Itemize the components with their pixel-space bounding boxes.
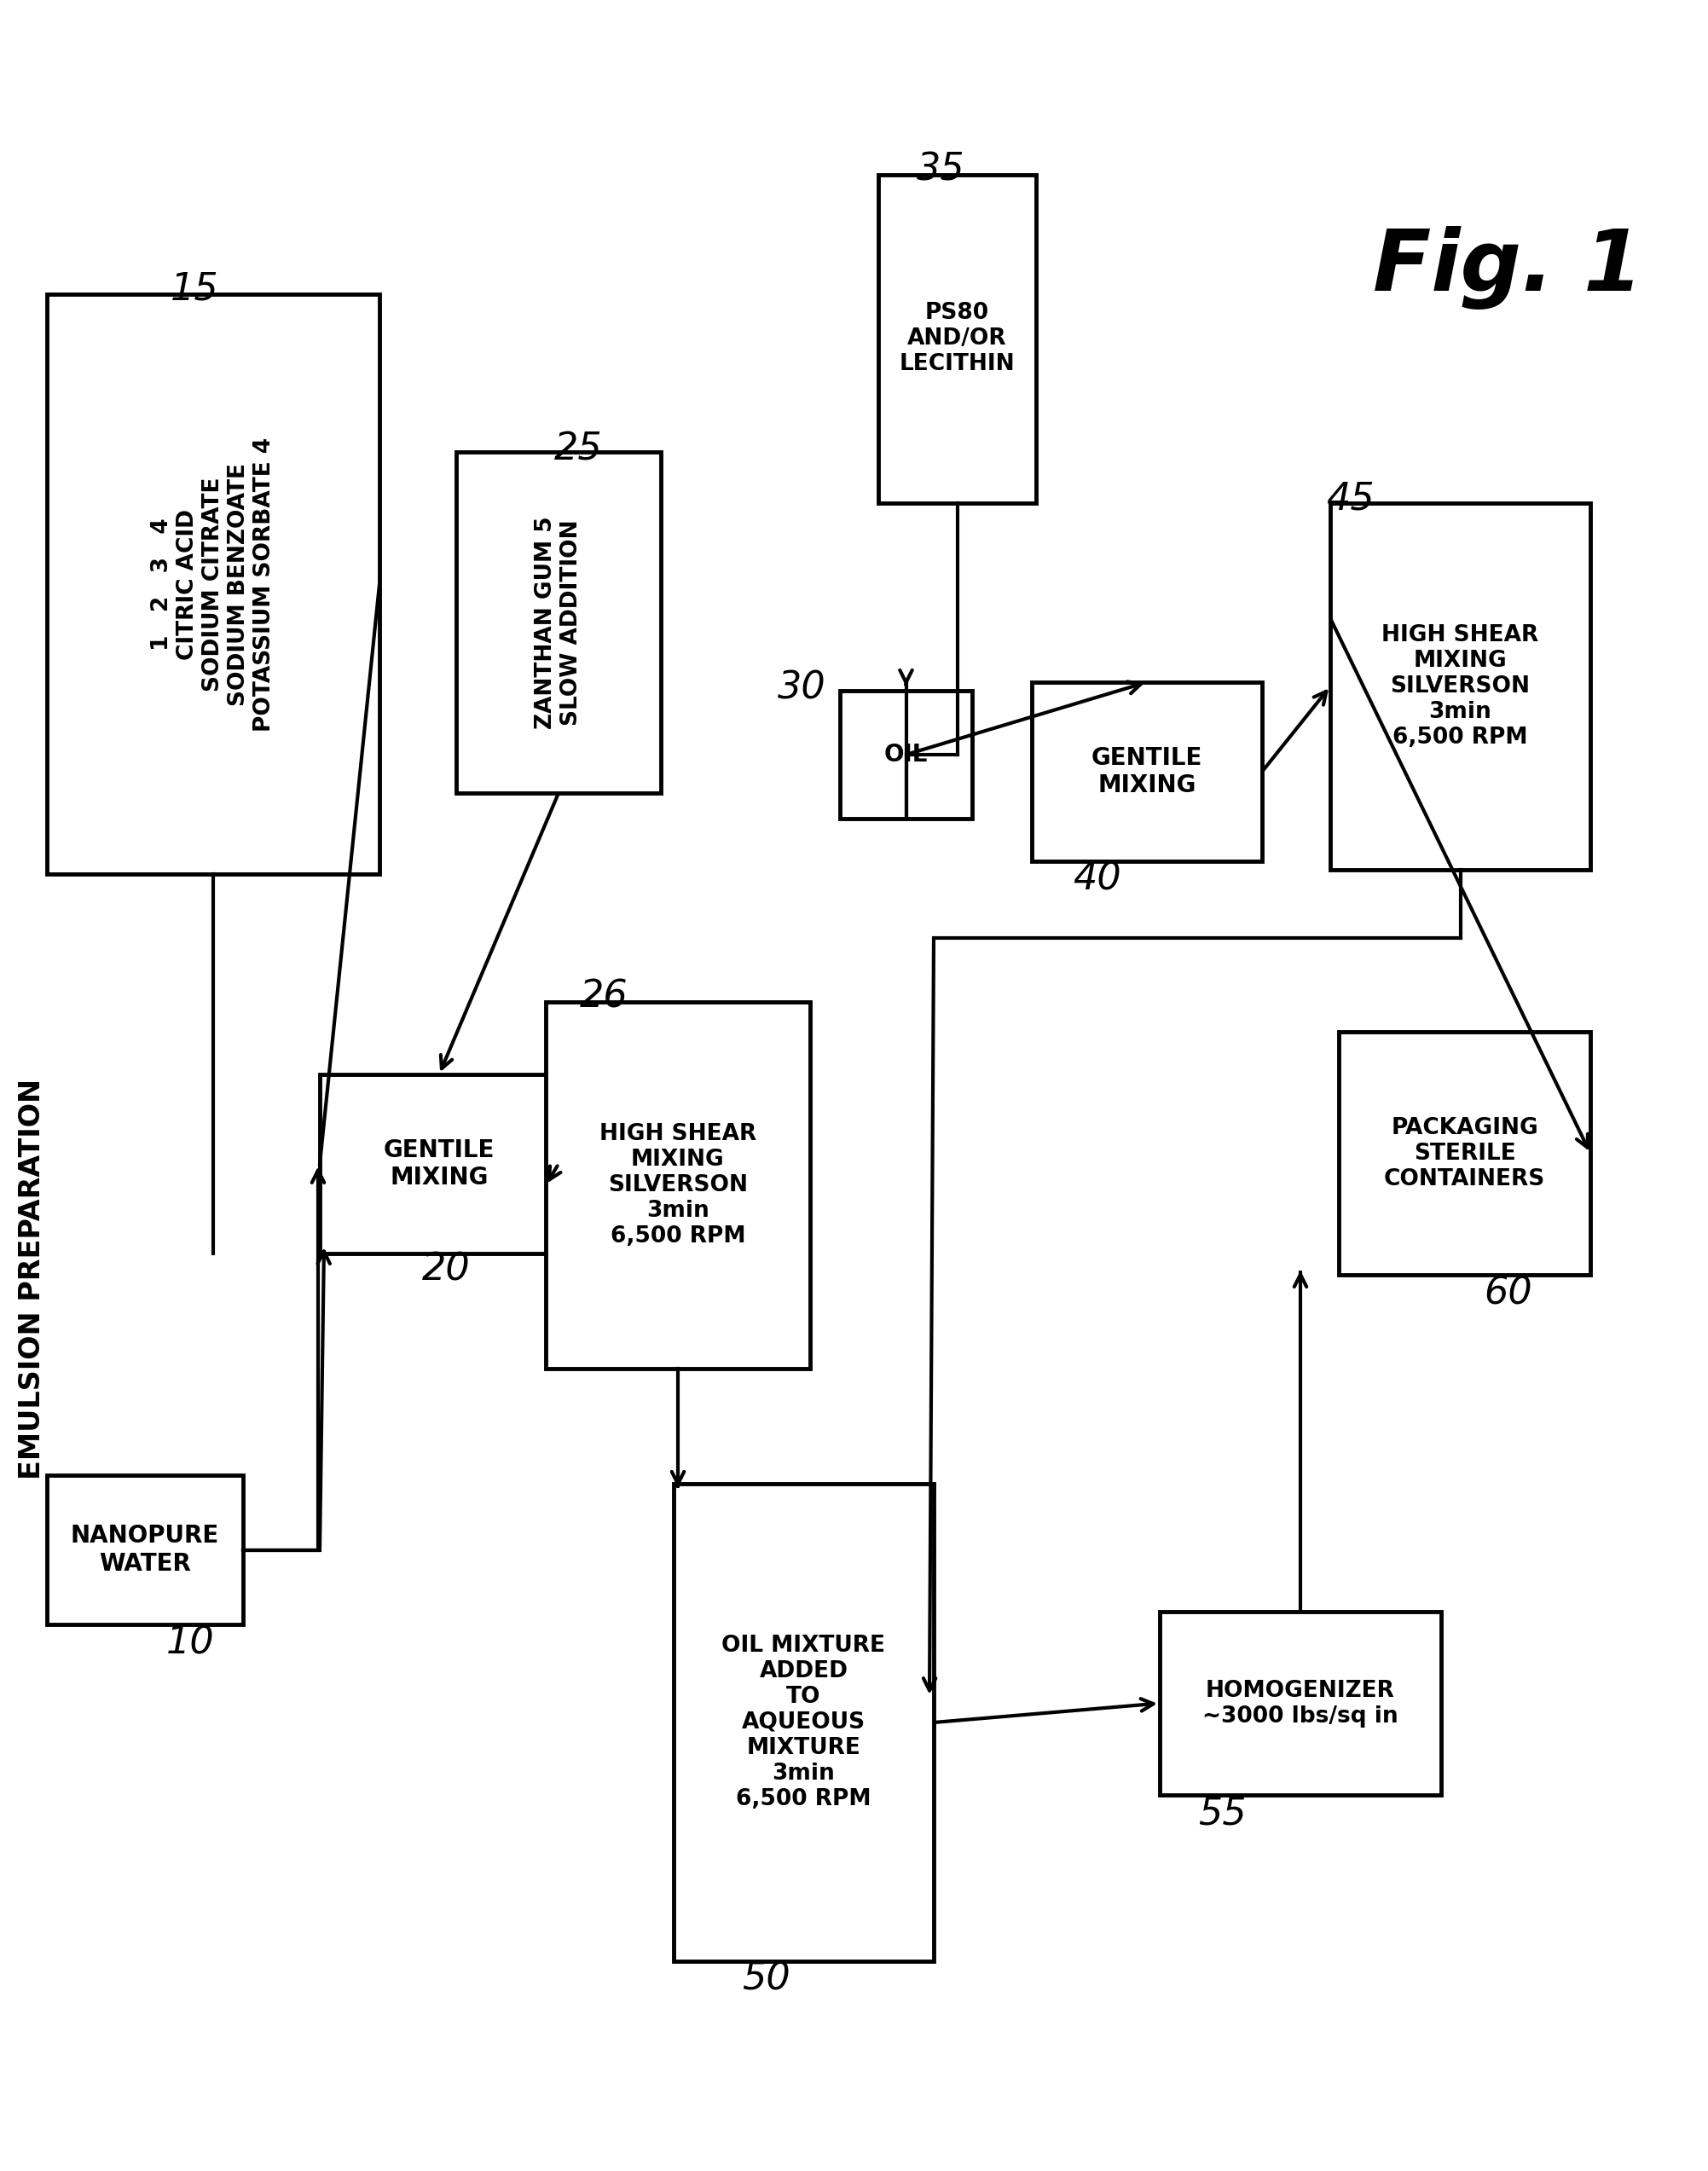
Text: 55: 55: [1197, 1795, 1247, 1832]
Text: PACKAGING
STERILE
CONTAINERS: PACKAGING STERILE CONTAINERS: [1383, 1116, 1546, 1190]
Text: EMULSION PREPARATION: EMULSION PREPARATION: [19, 1079, 46, 1478]
Text: ZANTHAN GUM 5
SLOW ADDITION: ZANTHAN GUM 5 SLOW ADDITION: [535, 517, 582, 729]
Bar: [1331, 504, 1590, 871]
Text: PS80
AND/OR
LECITHIN: PS80 AND/OR LECITHIN: [900, 302, 1015, 376]
Text: NANOPURE
WATER: NANOPURE WATER: [70, 1524, 219, 1576]
Text: HIGH SHEAR
MIXING
SILVERSON
3min
6,500 RPM: HIGH SHEAR MIXING SILVERSON 3min 6,500 R…: [1382, 625, 1539, 749]
Bar: [456, 452, 661, 792]
Text: 1   2   3   4
CITRIC ACID
SODIUM CITRATE
SODIUM BENZOATE
POTASSIUM SORBATE 4: 1 2 3 4 CITRIC ACID SODIUM CITRATE SODIU…: [150, 436, 275, 732]
Bar: [1339, 1031, 1590, 1274]
Text: OIL: OIL: [885, 742, 927, 766]
Text: 45: 45: [1325, 480, 1375, 517]
Text: 40: 40: [1073, 862, 1120, 899]
Bar: [1160, 1611, 1442, 1795]
Bar: [1032, 682, 1262, 862]
Bar: [46, 1474, 243, 1624]
Bar: [840, 690, 972, 818]
Text: GENTILE
MIXING: GENTILE MIXING: [1091, 747, 1202, 797]
Text: 60: 60: [1484, 1274, 1532, 1311]
Text: 25: 25: [555, 430, 603, 467]
Text: 15: 15: [171, 271, 219, 308]
Text: GENTILE
MIXING: GENTILE MIXING: [384, 1138, 495, 1190]
Text: 30: 30: [777, 671, 827, 708]
Bar: [319, 1075, 559, 1253]
Text: HIGH SHEAR
MIXING
SILVERSON
3min
6,500 RPM: HIGH SHEAR MIXING SILVERSON 3min 6,500 R…: [600, 1122, 757, 1248]
Text: HOMOGENIZER
~3000 lbs/sq in: HOMOGENIZER ~3000 lbs/sq in: [1202, 1680, 1399, 1728]
Text: Fig. 1: Fig. 1: [1373, 226, 1643, 310]
Text: 26: 26: [579, 979, 629, 1016]
Bar: [673, 1483, 934, 1960]
Text: 10: 10: [166, 1624, 215, 1661]
Bar: [547, 1003, 810, 1368]
Text: 20: 20: [422, 1253, 470, 1287]
Text: OIL MIXTURE
ADDED
TO
AQUEOUS
MIXTURE
3min
6,500 RPM: OIL MIXTURE ADDED TO AQUEOUS MIXTURE 3mi…: [722, 1635, 885, 1811]
Bar: [878, 176, 1037, 504]
Text: 35: 35: [917, 152, 965, 189]
Text: 50: 50: [741, 1960, 791, 1997]
Bar: [46, 295, 379, 875]
